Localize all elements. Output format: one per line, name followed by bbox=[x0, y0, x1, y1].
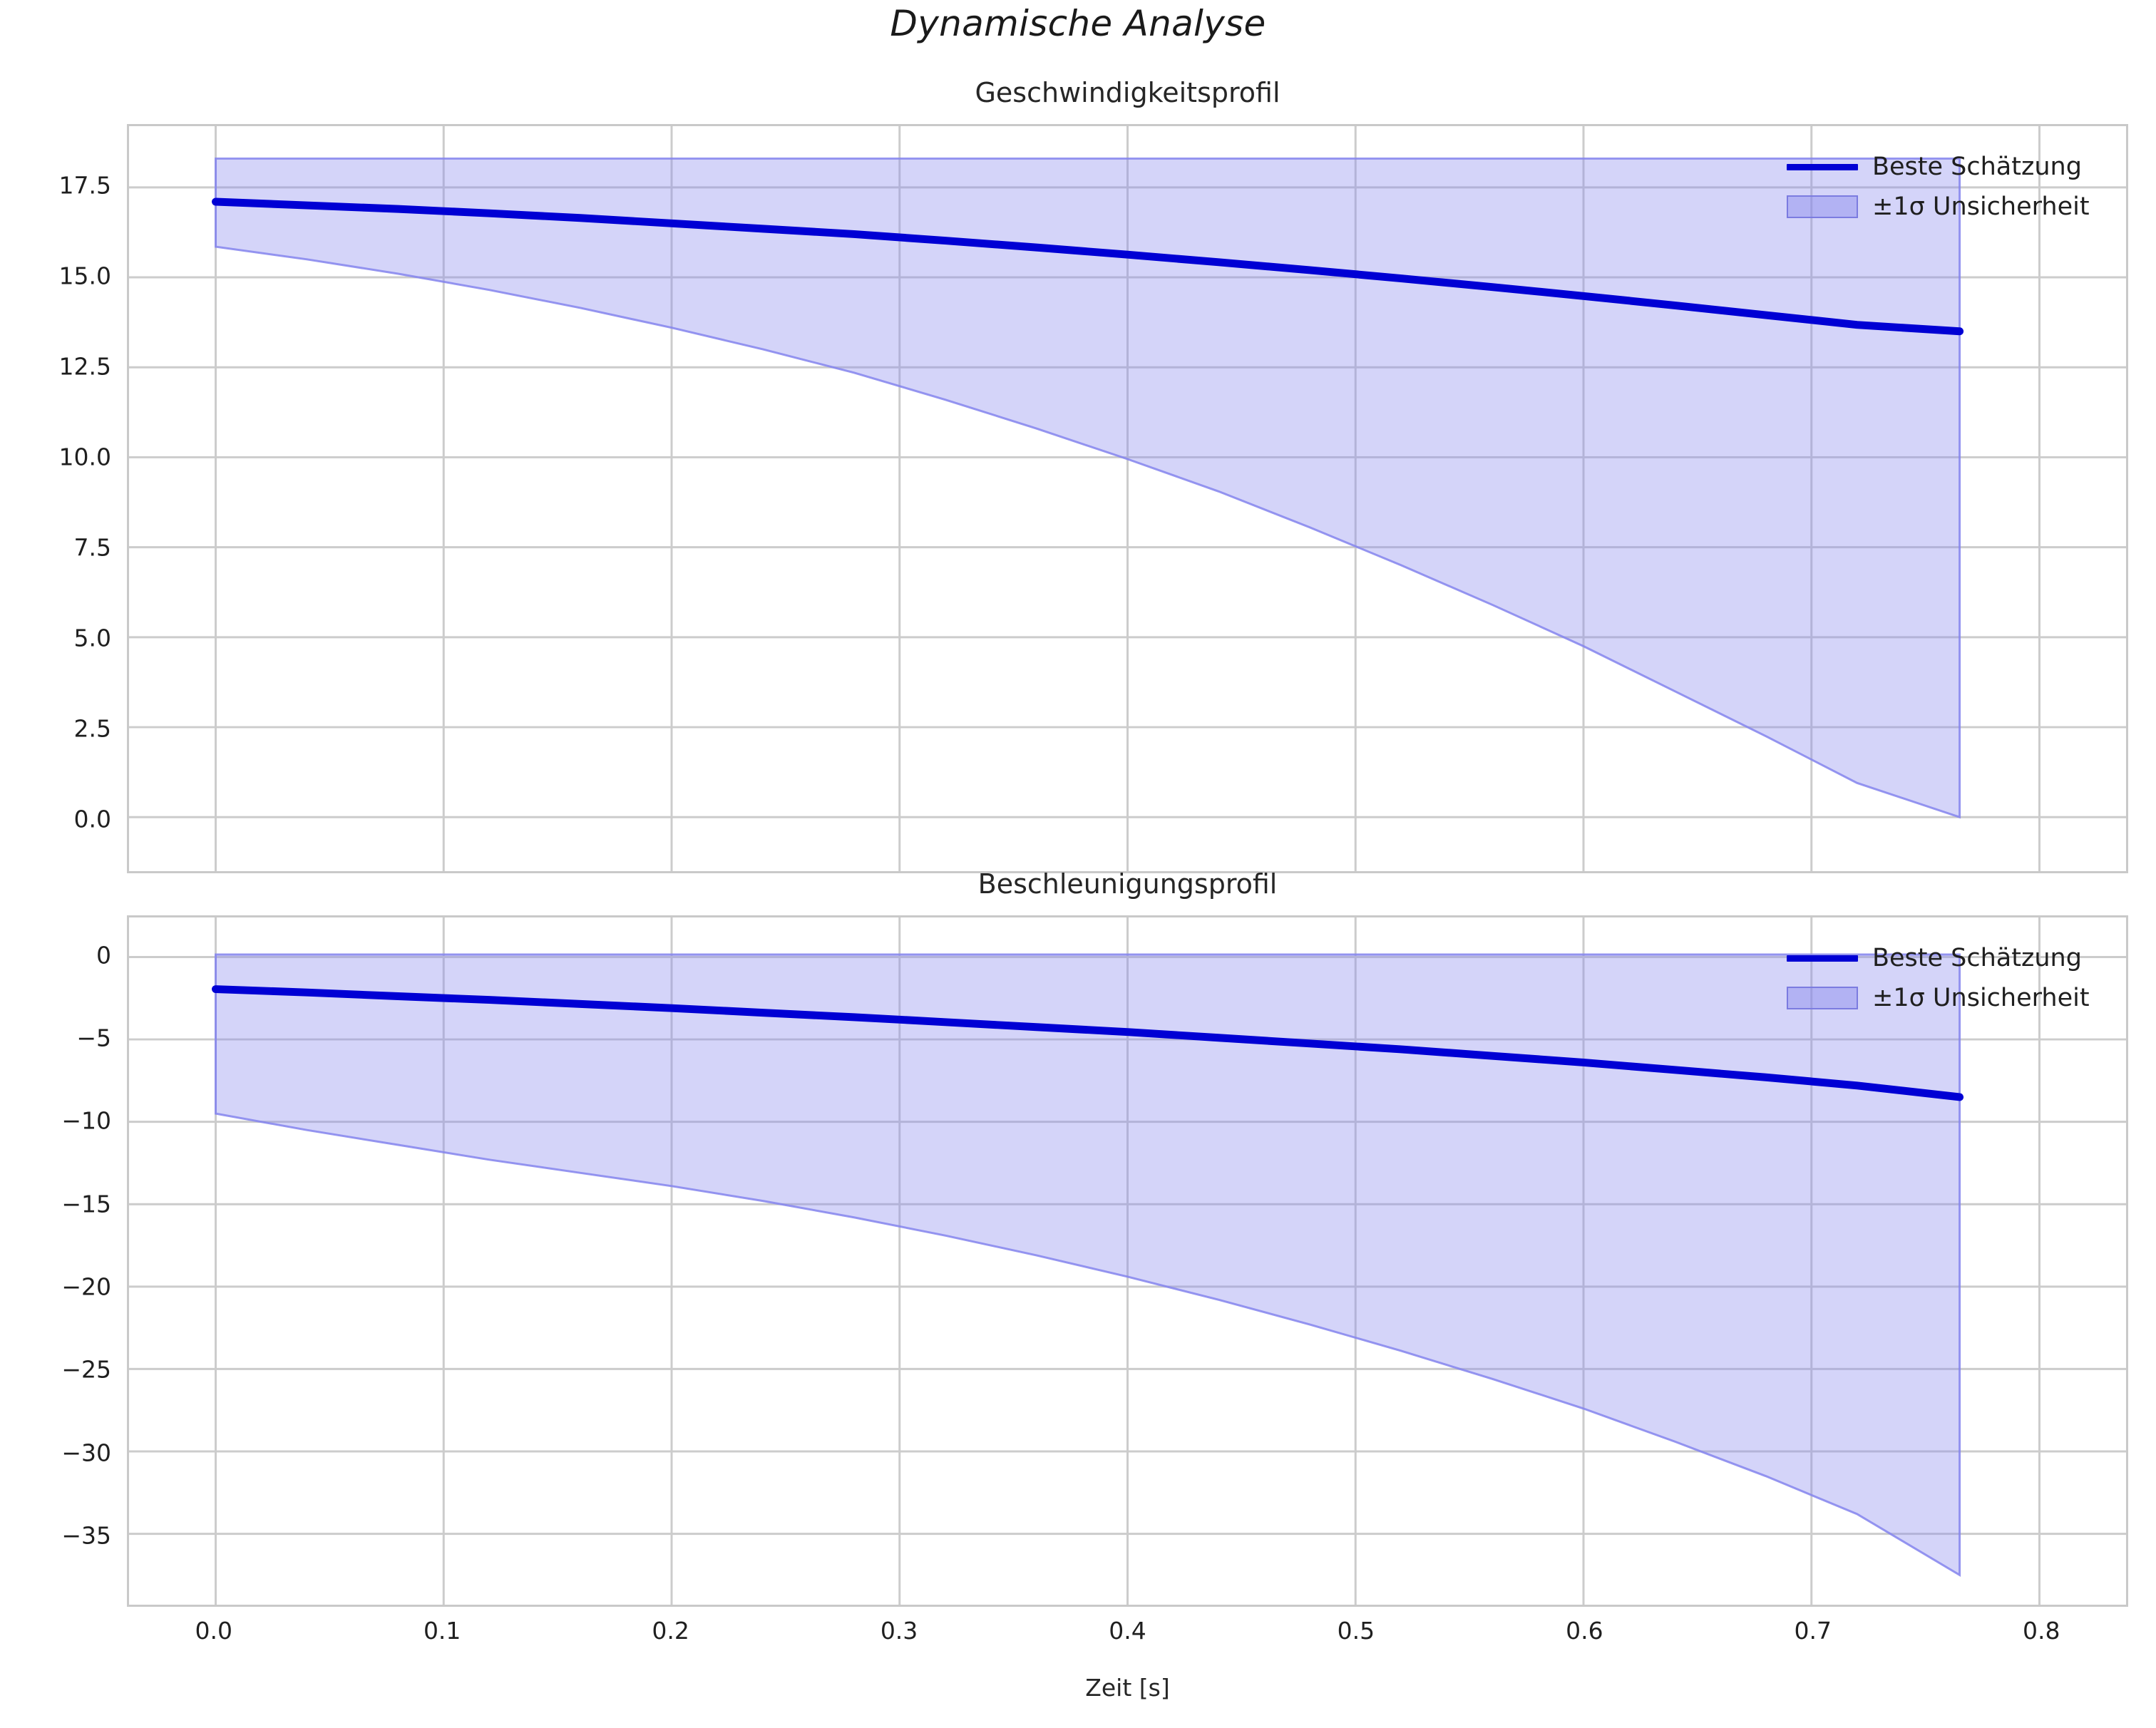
velocity-ytick-1: 2.5 bbox=[73, 714, 111, 743]
acceleration-plot-area bbox=[127, 915, 2128, 1607]
xtick-0: 0.0 bbox=[195, 1617, 232, 1645]
legend-line-label: Beste Schätzung bbox=[1872, 153, 2082, 181]
velocity-ytick-6: 15.0 bbox=[58, 262, 111, 290]
velocity-legend: Beste Schätzung ±1σ Unsicherheit bbox=[1782, 147, 2132, 227]
velocity-ytick-7: 17.5 bbox=[58, 171, 111, 200]
acceleration-ytick-5: −25 bbox=[61, 1355, 111, 1384]
legend-entry-line: Beste Schätzung bbox=[1782, 147, 2132, 187]
figure-suptitle: Dynamische Analyse bbox=[890, 3, 1266, 44]
legend-line-swatch bbox=[1782, 944, 1862, 972]
velocity-ytick-4: 10.0 bbox=[58, 443, 111, 471]
acceleration-ytick-1: −5 bbox=[76, 1024, 111, 1052]
legend-entry-line: Beste Schätzung bbox=[1782, 938, 2132, 978]
legend-line-label: Beste Schätzung bbox=[1872, 944, 2082, 972]
xtick-8: 0.8 bbox=[2022, 1617, 2060, 1645]
acceleration-ytick-7: −35 bbox=[61, 1521, 111, 1550]
acceleration-ytick-0: 0 bbox=[96, 941, 111, 970]
velocity-plot-svg bbox=[129, 126, 2126, 871]
xtick-7: 0.7 bbox=[1794, 1617, 1832, 1645]
velocity-ytick-3: 7.5 bbox=[73, 533, 111, 562]
acceleration-legend: Beste Schätzung ±1σ Unsicherheit bbox=[1782, 938, 2132, 1018]
velocity-ytick-0: 0.0 bbox=[73, 805, 111, 833]
xtick-1: 0.1 bbox=[423, 1617, 461, 1645]
legend-band-label: ±1σ Unsicherheit bbox=[1872, 984, 2090, 1012]
x-axis-label: Zeit [s] bbox=[1085, 1674, 1170, 1702]
acceleration-ytick-2: −10 bbox=[61, 1106, 111, 1135]
legend-band-swatch bbox=[1782, 984, 1862, 1012]
xtick-3: 0.3 bbox=[880, 1617, 918, 1645]
legend-entry-band: ±1σ Unsicherheit bbox=[1782, 978, 2132, 1018]
xtick-4: 0.4 bbox=[1109, 1617, 1146, 1645]
acceleration-ytick-6: −30 bbox=[61, 1439, 111, 1467]
legend-band-swatch bbox=[1782, 192, 1862, 221]
acceleration-panel-title: Beschleunigungsprofil bbox=[977, 868, 1278, 900]
xtick-5: 0.5 bbox=[1337, 1617, 1375, 1645]
acceleration-ytick-4: −20 bbox=[61, 1272, 111, 1301]
legend-band-label: ±1σ Unsicherheit bbox=[1872, 192, 2090, 221]
legend-entry-band: ±1σ Unsicherheit bbox=[1782, 187, 2132, 227]
legend-line-swatch bbox=[1782, 153, 1862, 181]
acceleration-ytick-3: −15 bbox=[61, 1190, 111, 1218]
velocity-ytick-5: 12.5 bbox=[58, 352, 111, 381]
velocity-panel-title: Geschwindigkeitsprofil bbox=[975, 77, 1280, 108]
xtick-6: 0.6 bbox=[1566, 1617, 1603, 1645]
acceleration-plot-svg bbox=[129, 917, 2126, 1605]
velocity-plot-area bbox=[127, 124, 2128, 873]
velocity-ytick-2: 5.0 bbox=[73, 624, 111, 652]
xtick-2: 0.2 bbox=[652, 1617, 689, 1645]
